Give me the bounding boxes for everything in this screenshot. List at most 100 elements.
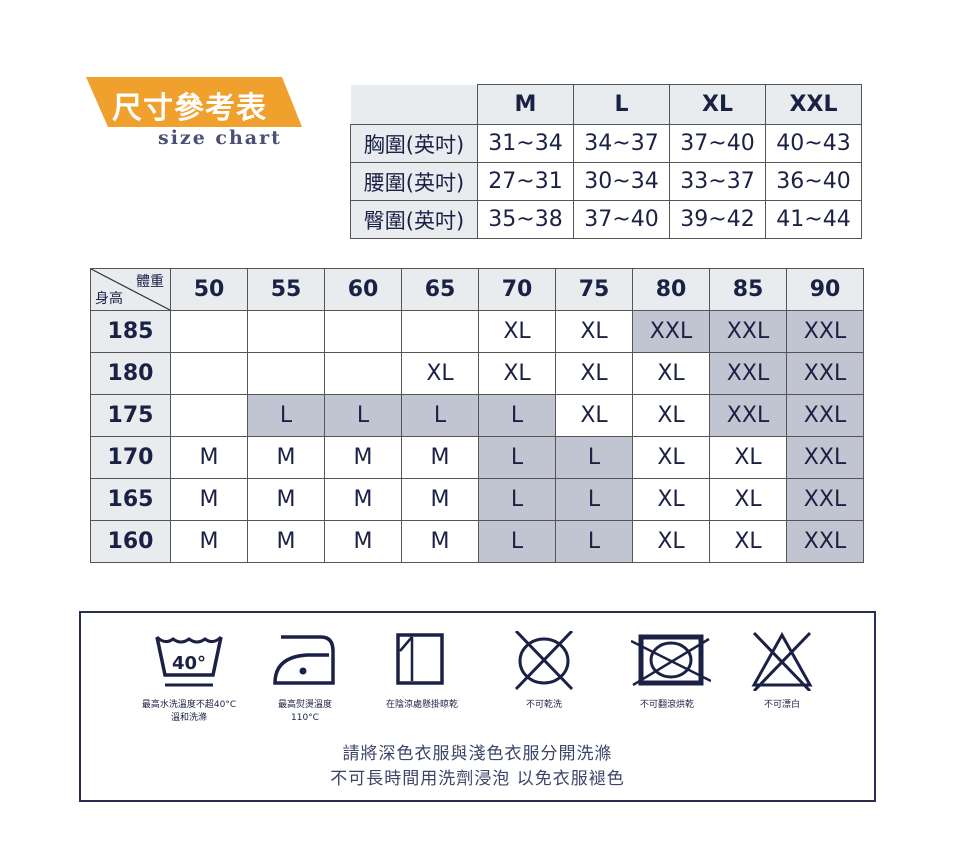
size-cell: XXL: [786, 478, 864, 521]
table-row: 胸圍(英吋) 31~34 34~37 37~40 40~43: [350, 124, 862, 163]
size-header: L: [573, 84, 670, 125]
size-cell: L: [401, 394, 479, 437]
table-row: 腰圍(英吋) 27~31 30~34 33~37 36~40: [350, 162, 862, 201]
size-cell: L: [324, 394, 402, 437]
measure-cell: 31~34: [477, 124, 574, 163]
size-cell: [324, 352, 402, 395]
care-caption: 最高熨燙溫度 110°C: [277, 700, 333, 723]
size-cell: L: [478, 394, 556, 437]
size-cell: M: [324, 520, 402, 563]
size-cell: XXL: [632, 310, 710, 353]
size-cell: [247, 310, 325, 353]
care-caption: 最高水洗溫度不超40°C 溫和洗滌: [141, 700, 237, 723]
size-cell: L: [555, 520, 633, 563]
care-caption: 在陰涼處懸掛晾乾: [385, 700, 459, 710]
height-cell: 165: [90, 478, 171, 521]
corner-cell: 體重 身高: [90, 268, 171, 311]
size-cell: M: [401, 478, 479, 521]
care-note-1: 請將深色衣服與淺色衣服分開洗滌: [342, 744, 613, 764]
size-cell: XL: [632, 394, 710, 437]
weight-header: 85: [709, 268, 787, 311]
size-cell: L: [555, 436, 633, 479]
size-cell: M: [324, 436, 402, 479]
size-cell: XXL: [786, 394, 864, 437]
size-cell: XXL: [709, 352, 787, 395]
measure-cell: 34~37: [573, 124, 670, 163]
measure-cell: 39~42: [669, 200, 766, 239]
no-dry-clean-icon: [508, 629, 580, 695]
size-cell: L: [555, 478, 633, 521]
wash-temp: 40°: [172, 653, 206, 674]
care-note-2: 不可長時間用洗劑浸泡 以免衣服褪色: [330, 769, 625, 789]
size-cell: [170, 394, 248, 437]
size-cell: XL: [709, 478, 787, 521]
measure-cell: 30~34: [573, 162, 670, 201]
row-label: 胸圍(英吋): [350, 124, 478, 163]
size-cell: M: [401, 436, 479, 479]
weight-header: 75: [555, 268, 633, 311]
weight-header: 50: [170, 268, 248, 311]
iron-low-icon: [269, 631, 341, 695]
no-tumble-dry-icon: [630, 631, 712, 695]
size-cell: XXL: [786, 352, 864, 395]
table-row: 185 XL XL XXL XXL XXL: [90, 310, 864, 353]
table-row: 180 XL XL XL XL XXL XXL: [90, 352, 864, 395]
size-cell: [324, 310, 402, 353]
size-cell: XL: [478, 310, 556, 353]
size-header: XL: [669, 84, 766, 125]
size-cell: L: [478, 478, 556, 521]
wash-40-gentle-icon: 40°: [153, 631, 225, 695]
page-title: 尺寸參考表: [112, 91, 267, 126]
size-cell: L: [478, 520, 556, 563]
size-cell: L: [247, 394, 325, 437]
table-row: 165 M M M M L L XL XL XXL: [90, 478, 864, 521]
measure-cell: 35~38: [477, 200, 574, 239]
height-cell: 185: [90, 310, 171, 353]
measure-cell: 36~40: [765, 162, 862, 201]
size-cell: XL: [401, 352, 479, 395]
weight-header: 60: [324, 268, 402, 311]
weight-header: 65: [401, 268, 479, 311]
size-cell: XXL: [709, 394, 787, 437]
weight-header: 80: [632, 268, 710, 311]
care-caption: 不可翻滾烘乾: [639, 700, 695, 710]
care-instructions: 40° 最高水洗溫度不超40°C 溫和洗滌 最高熨燙溫度 110°C 在陰涼處懸掛晾乾 不可…: [79, 611, 876, 802]
measurement-table: M L XL XXL 胸圍(英吋) 31~34 34~37 37~40 40~43 腰圍(英吋) 2…: [350, 84, 862, 239]
weight-header: 55: [247, 268, 325, 311]
size-cell: [401, 310, 479, 353]
weight-header: 70: [478, 268, 556, 311]
height-cell: 170: [90, 436, 171, 479]
weight-label: 體重: [136, 274, 164, 290]
care-caption: 不可乾洗: [525, 700, 563, 710]
size-cell: M: [247, 478, 325, 521]
height-cell: 175: [90, 394, 171, 437]
size-cell: M: [401, 520, 479, 563]
measure-cell: 37~40: [573, 200, 670, 239]
measure-cell: 33~37: [669, 162, 766, 201]
size-header: XXL: [765, 84, 862, 125]
size-cell: XXL: [786, 310, 864, 353]
row-label: 腰圍(英吋): [350, 162, 478, 201]
height-weight-table: 體重 身高 50 55 60 65 70 75 80 85 90 185 XL XL XXL XXL XXL 18…: [90, 268, 864, 563]
size-cell: M: [324, 478, 402, 521]
size-cell: [170, 310, 248, 353]
size-cell: XXL: [709, 310, 787, 353]
size-cell: XL: [555, 310, 633, 353]
blank-cell: [350, 84, 478, 125]
table-row: 160 M M M M L L XL XL XXL: [90, 520, 864, 563]
size-cell: XXL: [786, 436, 864, 479]
table-row: 臀圍(英吋) 35~38 37~40 39~42 41~44: [350, 200, 862, 239]
height-cell: 180: [90, 352, 171, 395]
size-cell: XL: [709, 436, 787, 479]
measure-cell: 41~44: [765, 200, 862, 239]
size-cell: XL: [632, 436, 710, 479]
measure-cell: 37~40: [669, 124, 766, 163]
page-subtitle: size chart: [158, 127, 282, 149]
measure-cell: 40~43: [765, 124, 862, 163]
size-cell: XL: [478, 352, 556, 395]
measure-cell: 27~31: [477, 162, 574, 201]
size-cell: XL: [632, 352, 710, 395]
size-cell: M: [170, 436, 248, 479]
size-cell: L: [478, 436, 556, 479]
size-cell: XL: [555, 394, 633, 437]
